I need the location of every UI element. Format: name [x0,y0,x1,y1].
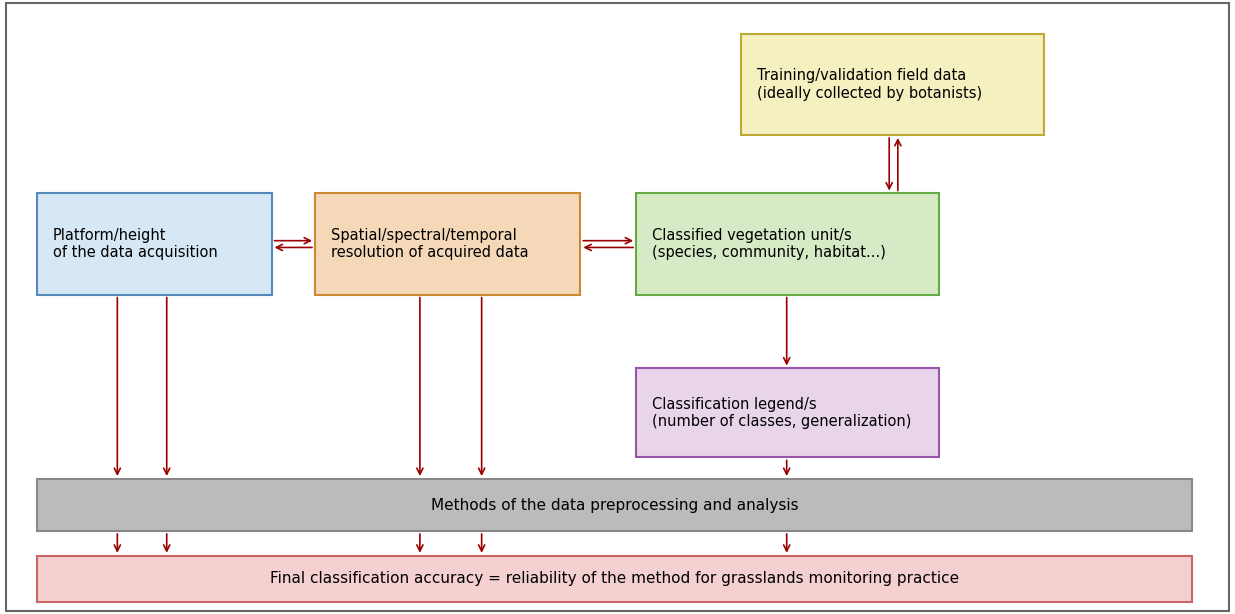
FancyBboxPatch shape [636,368,939,457]
Text: Platform/height
of the data acquisition: Platform/height of the data acquisition [53,228,217,260]
Text: Classification legend/s
(number of classes, generalization): Classification legend/s (number of class… [652,397,911,429]
Text: Classified vegetation unit/s
(species, community, habitat...): Classified vegetation unit/s (species, c… [652,228,885,260]
Text: Training/validation field data
(ideally collected by botanists): Training/validation field data (ideally … [757,68,982,101]
Text: Spatial/spectral/temporal
resolution of acquired data: Spatial/spectral/temporal resolution of … [331,228,529,260]
FancyBboxPatch shape [37,193,272,295]
FancyBboxPatch shape [741,34,1044,135]
Text: Methods of the data preprocessing and analysis: Methods of the data preprocessing and an… [431,497,798,513]
FancyBboxPatch shape [315,193,580,295]
FancyBboxPatch shape [37,479,1192,531]
FancyBboxPatch shape [636,193,939,295]
FancyBboxPatch shape [37,556,1192,602]
Text: Final classification accuracy = reliability of the method for grasslands monitor: Final classification accuracy = reliabil… [270,571,958,586]
